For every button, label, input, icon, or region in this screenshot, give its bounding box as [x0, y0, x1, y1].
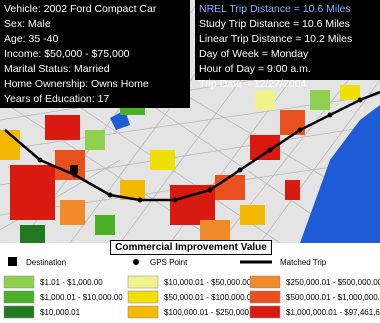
- legend-swatch: [3, 290, 35, 304]
- water: [300, 105, 380, 243]
- legend-swatch: [249, 275, 281, 289]
- demographic-line: Home Ownership: Owns Home: [4, 78, 149, 90]
- legend-swatch: [127, 305, 159, 319]
- demographic-line: Vehicle: 2002 Ford Compact Car: [4, 3, 157, 15]
- legend-bg: [0, 243, 380, 323]
- legend-swatch: [3, 275, 35, 289]
- legend-title: Commercial Improvement Value: [110, 240, 272, 255]
- legend-range-label: $1,000.01 - $10,000.00: [40, 293, 123, 302]
- demographic-line: Income: $50,000 - $75,000: [4, 48, 130, 60]
- demographic-line: Marital Status: Married: [4, 63, 110, 75]
- legend-swatch: [127, 290, 159, 304]
- trip-line: Hour of Day = 9:00 a.m.: [199, 63, 311, 75]
- legend-range-label: $1,000,000.01 - $97,461,601.00: [286, 308, 380, 317]
- legend: Destination GPS Point Matched Trip $1.01 - …: [0, 243, 380, 323]
- legend-swatch: [3, 305, 35, 319]
- legend-range-label: $500,000.01 - $1,000,000.00: [286, 293, 380, 302]
- demographics-panel: Vehicle: 2002 Ford Compact Car Sex: Male A…: [0, 0, 190, 108]
- legend-range-label: $10,000.01: [40, 308, 81, 317]
- legend-range-label: $1.01 - $1,000.00: [40, 278, 103, 287]
- legend-range-label: $250,000.01 - $500,000.00: [286, 278, 380, 287]
- trip-line: Trip Date = 12/27/2004: [199, 78, 307, 90]
- legend-symbol-label: GPS Point: [150, 258, 188, 267]
- demographic-line: Years of Education: 17: [4, 93, 110, 105]
- demographic-line: Age: 35 -40: [4, 33, 59, 45]
- demographic-line: Sex: Male: [4, 18, 51, 30]
- legend-range-label: $50,000.01 - $100,000.00: [164, 293, 256, 302]
- trip-line: Day of Week = Monday: [199, 48, 309, 60]
- trip-line: Linear Trip Distance = 10.2 Miles: [199, 33, 353, 45]
- parcels: [0, 85, 360, 243]
- trip-highlight: NREL Trip Distance = 10.6 Miles: [199, 3, 351, 15]
- legend-range-label: $100,000.01 - $250,000.00: [164, 308, 261, 317]
- trip-panel: NREL Trip Distance = 10.6 Miles Study Tr…: [195, 0, 380, 90]
- legend-swatch: [127, 275, 159, 289]
- destination-symbol: [8, 257, 17, 266]
- legend-symbol-label: Matched Trip: [280, 258, 327, 267]
- legend-swatch: [249, 305, 281, 319]
- legend-symbol-label: Destination: [26, 258, 66, 267]
- gps-symbol: [133, 259, 139, 265]
- gps-points: [37, 97, 363, 203]
- legend-swatch: [249, 290, 281, 304]
- destination: [70, 165, 78, 173]
- legend-range-label: $10,000.01 - $50,000.00: [164, 278, 252, 287]
- trip-line: Study Trip Distance = 10.6 Miles: [199, 18, 350, 30]
